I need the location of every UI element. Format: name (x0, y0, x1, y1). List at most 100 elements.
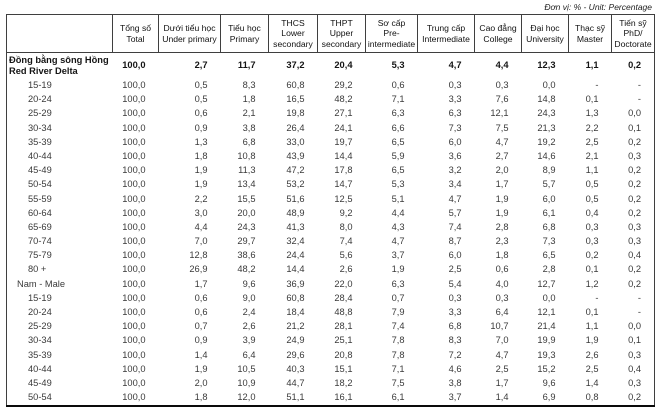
value-cell: 100,0 (122, 80, 146, 90)
column-header: Thạc sỹ Master (568, 13, 612, 54)
value-cell: 8,0 (339, 221, 353, 232)
value-cell: 7,5 (391, 377, 405, 388)
column-header-vi: Trung cấp (426, 23, 466, 34)
value-cell: 0,1 (611, 333, 655, 348)
table-row: 45-49 100,0 1,9 11,3 47,2 17,8 6,5 3,2 2,0 8,9 1,1… (6, 163, 655, 178)
value-cell: 44,7 (286, 377, 305, 388)
value-cell: 7,8 (391, 335, 405, 346)
value-cell: 6,0 (448, 136, 462, 147)
value-cell: 2,6 (242, 321, 256, 332)
column-header-vi: Tiểu học (228, 23, 261, 34)
value-cell: 0,4 (585, 207, 599, 218)
value-cell: 0,3 (611, 234, 655, 249)
value-cell: 100,0 (122, 165, 146, 176)
value-cell: 0,9 (194, 122, 208, 133)
value-cell: - (611, 78, 655, 93)
value-cell: 4,4 (391, 207, 405, 218)
value-cell: 1,9 (391, 264, 405, 275)
value-cell: 25,1 (334, 335, 353, 346)
value-cell: 100,0 (122, 307, 146, 317)
value-cell: 0,6 (495, 264, 509, 275)
value-cell: 20,0 (237, 207, 256, 218)
value-cell: 0,2 (611, 390, 655, 407)
value-cell: 1,9 (585, 335, 599, 346)
column-header: Sơ cấp Pre-intermediate (365, 13, 418, 54)
value-cell: 100,0 (122, 292, 146, 303)
row-label: 75-79 (6, 248, 113, 263)
column-header: Cao đẳng College (474, 13, 522, 54)
value-cell: 14,6 (537, 150, 556, 161)
value-cell: 29,6 (286, 349, 305, 360)
value-cell: - (595, 80, 599, 90)
value-cell: 0,6 (391, 80, 405, 90)
value-cell: 6,8 (448, 321, 462, 332)
value-cell: - (611, 305, 655, 320)
value-cell: 6,3 (448, 108, 462, 119)
value-cell: 12,1 (490, 108, 509, 119)
value-cell: 2,6 (339, 264, 353, 275)
value-cell: 1,9 (194, 179, 208, 190)
value-cell: 0,6 (194, 108, 208, 119)
column-header-vi: THPT (330, 18, 353, 28)
row-label: Đồng bằng sông Hồng Red River Delta (6, 52, 113, 79)
value-cell: 10,9 (237, 377, 256, 388)
value-cell: 6,4 (495, 307, 509, 317)
value-cell: 36,9 (286, 278, 305, 289)
row-label-line1: 45-49 (28, 165, 52, 176)
value-cell: 7,4 (391, 321, 405, 332)
table-row: 15-19 100,0 0,5 8,3 60,8 29,2 0,6 0,3 0,3 0,0 - - (6, 78, 655, 93)
value-cell: 3,8 (448, 377, 462, 388)
row-label: 45-49 (6, 163, 113, 178)
value-cell: 27,1 (334, 108, 353, 119)
table-row: 20-24 100,0 0,5 1,8 16,5 48,2 7,1 3,3 7,6 14,8 0,1… (6, 92, 655, 107)
value-cell: 2,2 (194, 193, 208, 204)
value-cell: 53,2 (286, 179, 305, 190)
table-row: 50-54 100,0 1,8 12,0 51,1 16,1 6,1 3,7 1,4 6,9 0,8… (6, 390, 655, 407)
row-label-line1: 50-54 (28, 392, 52, 403)
value-cell: 21,3 (537, 122, 556, 133)
value-cell: - (611, 92, 655, 107)
value-cell: 18,2 (334, 377, 353, 388)
corner-cell (6, 13, 113, 54)
value-cell: 100,0 (122, 207, 146, 218)
value-cell: 26,9 (189, 264, 208, 275)
column-header-vi: Sơ cấp (377, 18, 406, 28)
row-label-line1: 40-44 (28, 363, 52, 374)
table-row: 25-29 100,0 0,7 2,6 21,2 28,1 7,4 6,8 10,7 21,4 1,… (6, 319, 655, 334)
row-label: 25-29 (6, 106, 113, 121)
value-cell: 26,4 (286, 122, 305, 133)
value-cell: 19,2 (537, 136, 556, 147)
value-cell: 60,8 (286, 292, 305, 303)
value-cell: 0,7 (391, 292, 405, 303)
value-cell: 2,0 (194, 377, 208, 388)
value-cell: 6,3 (391, 108, 405, 119)
value-cell: 2,5 (495, 363, 509, 374)
column-header-vi: Tiến sỹ (619, 18, 647, 28)
value-cell: 18,4 (286, 307, 305, 317)
value-cell: 1,2 (585, 278, 599, 289)
row-label-line1: 35-39 (28, 136, 52, 147)
value-cell: 1,8 (242, 94, 256, 105)
value-cell: 13,4 (237, 179, 256, 190)
value-cell: 2,0 (495, 165, 509, 176)
value-cell: 1,9 (495, 207, 509, 218)
row-label-line1: 20-24 (28, 307, 52, 317)
table-row: 40-44 100,0 1,8 10,8 43,9 14,4 5,9 3,6 2,7 14,6 2,… (6, 149, 655, 164)
value-cell: 2,4 (242, 307, 256, 317)
value-cell: 5,3 (391, 179, 405, 190)
value-cell: 8,7 (448, 236, 462, 247)
value-cell: 29,7 (237, 236, 256, 247)
value-cell: 21,4 (537, 321, 556, 332)
value-cell: 100,0 (122, 363, 146, 374)
value-cell: 0,4 (611, 362, 655, 377)
value-cell: 60,8 (286, 80, 305, 90)
value-cell: 1,8 (495, 250, 509, 261)
row-label-line1: 40-44 (28, 150, 52, 161)
value-cell: 2,5 (585, 363, 599, 374)
column-header: Tiến sỹ PhD/ Doctorate (611, 13, 655, 54)
value-cell: 2,8 (542, 264, 556, 275)
column-header-en: Total (126, 33, 145, 44)
value-cell: 5,3 (391, 60, 405, 71)
value-cell: 14,4 (286, 264, 305, 275)
